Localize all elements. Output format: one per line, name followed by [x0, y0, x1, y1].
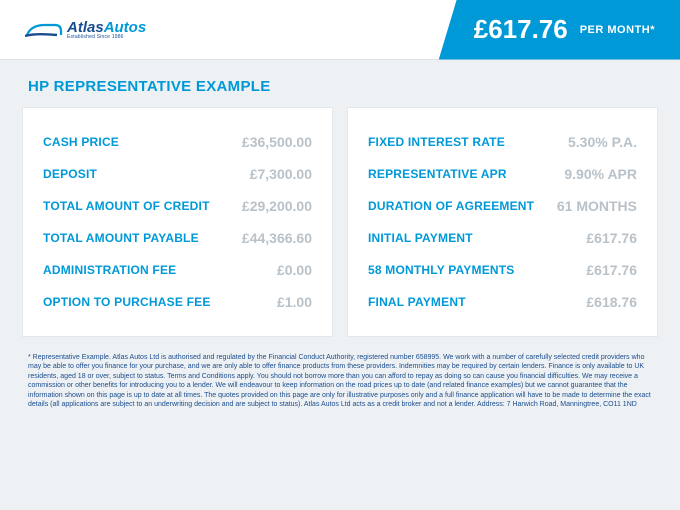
header-bar: AtlasAutos Established Since 1986 £617.7… [0, 0, 680, 60]
row-label: DURATION OF AGREEMENT [368, 199, 534, 213]
row-value: £7,300.00 [250, 166, 312, 182]
row-label: 58 MONTHLY PAYMENTS [368, 263, 515, 277]
row-value: £0.00 [277, 262, 312, 278]
logo-word-2: Autos [104, 19, 147, 36]
table-row: INITIAL PAYMENT £617.76 [368, 222, 637, 254]
table-row: TOTAL AMOUNT PAYABLE £44,366.60 [43, 222, 312, 254]
row-value: 61 MONTHS [557, 198, 637, 214]
row-label: TOTAL AMOUNT OF CREDIT [43, 199, 210, 213]
table-row: OPTION TO PURCHASE FEE £1.00 [43, 286, 312, 318]
row-label: FINAL PAYMENT [368, 295, 466, 309]
logo-main: AtlasAutos [67, 20, 146, 35]
row-label: ADMINISTRATION FEE [43, 263, 176, 277]
row-label: REPRESENTATIVE APR [368, 167, 507, 181]
table-row: FIXED INTEREST RATE 5.30% P.A. [368, 126, 637, 158]
row-value: £618.76 [586, 294, 637, 310]
row-value: 5.30% P.A. [568, 134, 637, 150]
logo-tagline: Established Since 1986 [67, 35, 146, 40]
disclaimer-text: * Representative Example. Atlas Autos Lt… [0, 337, 680, 410]
row-value: £29,200.00 [242, 198, 312, 214]
brand-logo: AtlasAutos Established Since 1986 [25, 19, 146, 41]
row-label: DEPOSIT [43, 167, 97, 181]
table-row: CASH PRICE £36,500.00 [43, 126, 312, 158]
row-label: INITIAL PAYMENT [368, 231, 473, 245]
table-row: TOTAL AMOUNT OF CREDIT £29,200.00 [43, 190, 312, 222]
table-row: REPRESENTATIVE APR 9.90% APR [368, 158, 637, 190]
logo-text: AtlasAutos Established Since 1986 [67, 20, 146, 40]
table-row: ADMINISTRATION FEE £0.00 [43, 254, 312, 286]
row-label: FIXED INTEREST RATE [368, 135, 505, 149]
row-value: £36,500.00 [242, 134, 312, 150]
monthly-price-value: £617.76 [474, 14, 568, 45]
table-row: DURATION OF AGREEMENT 61 MONTHS [368, 190, 637, 222]
row-value: £1.00 [277, 294, 312, 310]
table-row: DEPOSIT £7,300.00 [43, 158, 312, 190]
panels-container: CASH PRICE £36,500.00 DEPOSIT £7,300.00 TOTA… [0, 107, 680, 337]
row-label: TOTAL AMOUNT PAYABLE [43, 231, 199, 245]
row-label: CASH PRICE [43, 135, 119, 149]
logo-word-1: Atlas [67, 19, 104, 36]
section-title: HP REPRESENTATIVE EXAMPLE [0, 60, 680, 107]
row-value: £617.76 [586, 230, 637, 246]
monthly-price-unit: PER MONTH* [580, 24, 655, 36]
panel-left: CASH PRICE £36,500.00 DEPOSIT £7,300.00 TOTA… [22, 107, 333, 337]
row-value: 9.90% APR [564, 166, 637, 182]
panel-right: FIXED INTEREST RATE 5.30% P.A. REPRESENTAT… [347, 107, 658, 337]
table-row: 58 MONTHLY PAYMENTS £617.76 [368, 254, 637, 286]
row-value: £617.76 [586, 262, 637, 278]
table-row: FINAL PAYMENT £618.76 [368, 286, 637, 318]
monthly-price-block: £617.76 PER MONTH* [439, 0, 680, 60]
car-swoosh-icon [25, 19, 63, 41]
row-value: £44,366.60 [242, 230, 312, 246]
row-label: OPTION TO PURCHASE FEE [43, 295, 211, 309]
